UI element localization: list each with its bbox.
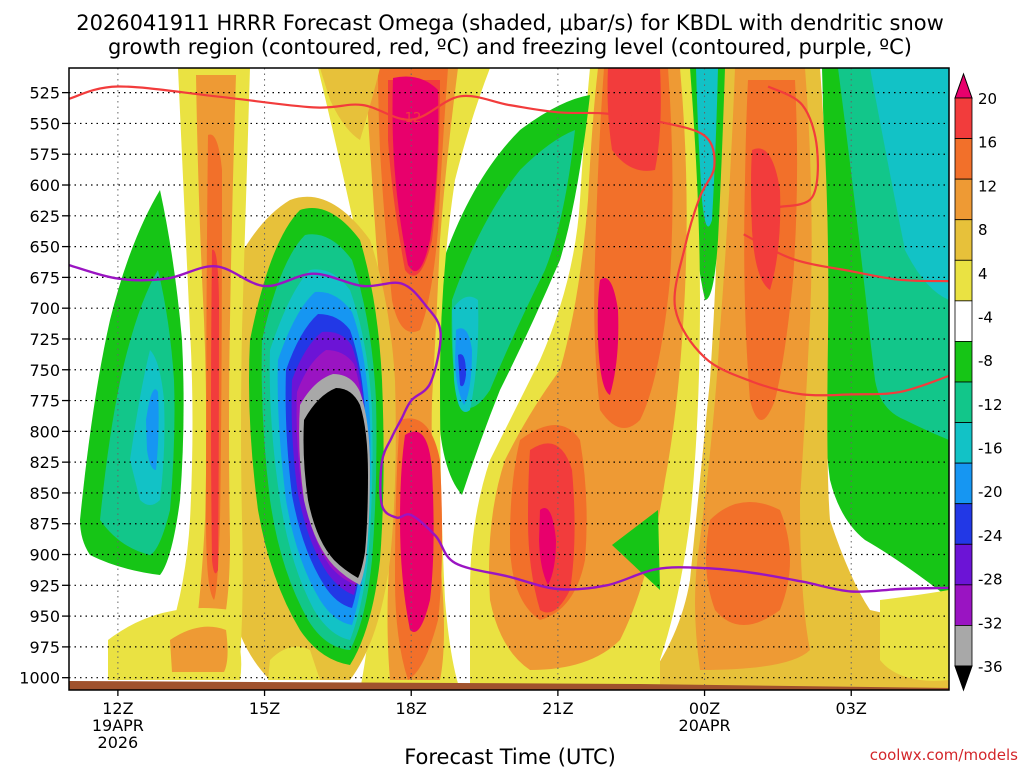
colorbar-label: -28 — [978, 571, 1003, 589]
x-tick-label: 18Z — [396, 699, 427, 718]
colorbar: 20 16 12 8 4 -4 -8 -12 -16 -20 -24 -28 -32 -36 — [954, 72, 1003, 692]
omega-region-rightwarm-red — [751, 148, 781, 290]
colorbar-segment — [954, 503, 973, 545]
colorbar-label: -36 — [978, 658, 1003, 676]
x-tick-label: 21Z — [542, 699, 573, 718]
y-tick-label: 800 — [29, 422, 60, 441]
y-tick-label: 925 — [29, 576, 60, 595]
colorbar-label: -4 — [978, 308, 993, 326]
dgz-contours: -12 — [69, 85, 949, 397]
chart-title-line1: 2026041911 HRRR Forecast Omega (shaded, … — [76, 11, 944, 35]
dgz-contour-line — [69, 85, 949, 397]
y-tick-label: 525 — [29, 84, 60, 103]
colorbar-segment — [954, 138, 973, 180]
y-tick-label: 700 — [29, 299, 60, 318]
colorbar-segment — [954, 97, 973, 139]
freezing-level-contour — [69, 263, 949, 593]
y-tick-label: 600 — [29, 176, 60, 195]
y-tick-label: 650 — [29, 238, 60, 257]
colorbar-label: -12 — [978, 396, 1003, 414]
colorbar-segment — [954, 341, 973, 383]
omega-region-bottom-yellow2 — [268, 646, 320, 680]
y-tick-label: 875 — [29, 515, 60, 534]
colorbar-label: -20 — [978, 483, 1003, 501]
omega-region-18z-magenta — [392, 76, 439, 272]
omega-region-bottomleft-gold — [170, 626, 228, 672]
colorbar-bottom-arrow — [954, 665, 973, 692]
colorbar-label: -32 — [978, 614, 1003, 632]
colorbar-segment — [954, 259, 973, 302]
omega-region-lc-navy — [458, 354, 466, 387]
dgz-contour-line-2 — [767, 85, 819, 209]
y-tick-label: 975 — [29, 638, 60, 657]
colorbar-segment — [954, 178, 973, 221]
x-tick-label: 15Z — [249, 699, 280, 718]
omega-region-farleft-blue — [146, 389, 159, 470]
colorbar-segment — [954, 300, 973, 342]
y-tick-label: 950 — [29, 607, 60, 626]
x-tick-year: 2026 — [98, 733, 139, 752]
y-tick-label: 625 — [29, 207, 60, 226]
y-tick-label: 575 — [29, 145, 60, 164]
x-tick-date: 19APR — [92, 716, 144, 735]
colorbar-segment — [954, 584, 973, 626]
omega-region-center-red — [607, 68, 661, 171]
dgz-contour-label: -12 — [400, 111, 421, 126]
colorbar-label: 20 — [978, 90, 997, 108]
credit-text: coolwx.com/models — [870, 746, 1018, 764]
omega-region-18z-magenta2 — [400, 431, 434, 632]
chart-title-line2: growth region (contoured, red, ºC) and f… — [108, 35, 912, 59]
y-tick-label: 825 — [29, 453, 60, 472]
omega-region-center-magenta2 — [539, 508, 556, 585]
colorbar-segment — [954, 462, 973, 505]
colorbar-label: -8 — [978, 352, 993, 370]
y-axis: 525 550 575 600 625 650 675 700 725 750 775 800 825 8… — [19, 84, 69, 688]
y-tick-label: 900 — [29, 546, 60, 565]
y-tick-label: 725 — [29, 330, 60, 349]
colorbar-segment — [954, 219, 973, 261]
y-tick-label: 775 — [29, 392, 60, 411]
colorbar-label: 16 — [978, 134, 997, 152]
terrain-ground — [69, 681, 949, 690]
colorbar-segment — [954, 543, 973, 586]
omega-region-center-magenta — [597, 278, 619, 395]
x-tick-date: 20APR — [679, 716, 731, 735]
y-tick-label: 1000 — [19, 669, 60, 688]
colorbar-label: 12 — [978, 177, 997, 195]
colorbar-label: -16 — [978, 440, 1003, 458]
omega-region-sliver-teal — [696, 68, 718, 227]
x-tick-label: 03Z — [836, 699, 867, 718]
omega-shading — [80, 68, 949, 690]
colorbar-label: 8 — [978, 221, 988, 239]
x-axis-label: Forecast Time (UTC) — [404, 745, 616, 768]
omega-region-right-cyan — [870, 68, 949, 300]
y-tick-label: 750 — [29, 361, 60, 380]
colorbar-top-arrow — [954, 72, 973, 99]
colorbar-segment — [954, 381, 973, 423]
y-tick-label: 550 — [29, 114, 60, 133]
x-tick-label: 12Z — [102, 699, 133, 718]
y-tick-label: 675 — [29, 268, 60, 287]
grid — [69, 68, 949, 690]
colorbar-segment — [954, 625, 973, 667]
y-tick-label: 850 — [29, 484, 60, 503]
plot-area: -12 — [69, 68, 949, 690]
colorbar-segment — [954, 422, 973, 464]
plot-frame — [68, 67, 950, 691]
omega-region-farright-yellow — [880, 590, 949, 681]
x-tick-label: 00Z — [689, 699, 720, 718]
omega-region-main-black — [303, 388, 368, 578]
dgz-contour-line-3 — [743, 233, 949, 283]
colorbar-label: -24 — [978, 527, 1003, 545]
omega-region-left-red — [211, 249, 219, 574]
colorbar-label: 4 — [978, 265, 988, 283]
omega-region-rightwarm-orange2 — [706, 502, 790, 625]
